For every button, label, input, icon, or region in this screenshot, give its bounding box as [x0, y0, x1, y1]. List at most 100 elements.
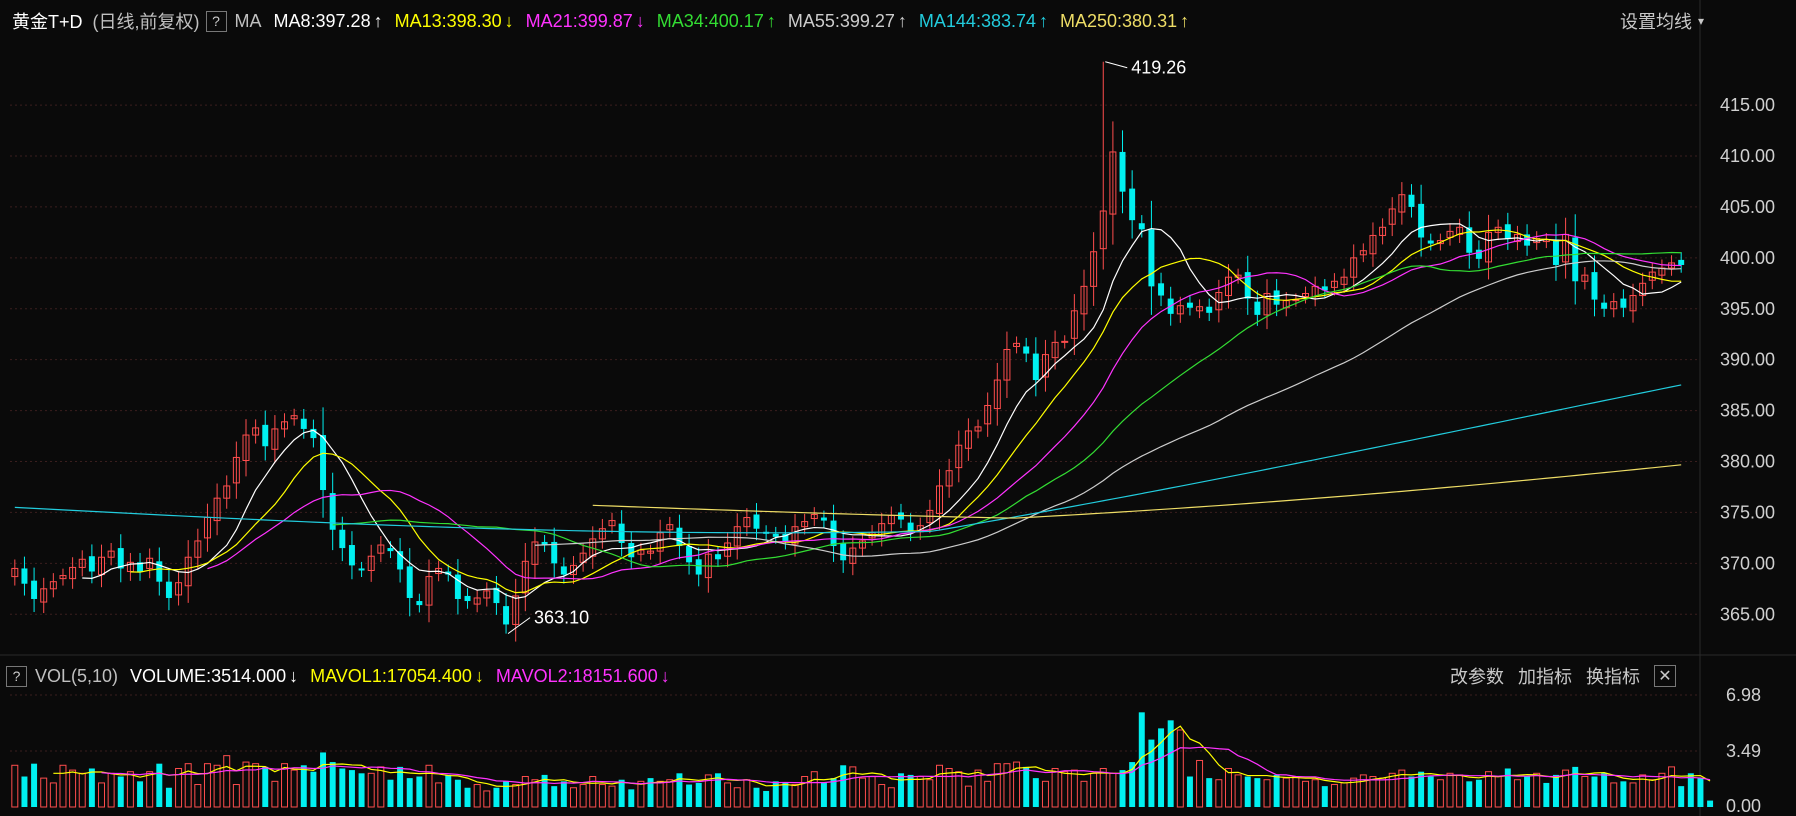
candle-body-down[interactable] [1273, 290, 1280, 305]
volume-bar-up[interactable] [1051, 767, 1059, 808]
volume-bar-up[interactable] [435, 782, 443, 808]
volume-bar-up[interactable] [704, 774, 712, 808]
volume-bar-up[interactable] [473, 784, 481, 808]
volume-bar-up[interactable] [887, 787, 895, 808]
candle-body-up[interactable] [11, 567, 19, 578]
close-icon[interactable]: ✕ [1654, 665, 1676, 687]
volume-bar-up[interactable] [1658, 772, 1666, 808]
candle-body-up[interactable] [1176, 305, 1184, 315]
volume-bar-up[interactable] [1629, 782, 1637, 808]
volume-bar-down[interactable] [300, 765, 307, 807]
volume-bar-up[interactable] [1311, 779, 1319, 808]
candle-body-up[interactable] [1369, 234, 1377, 255]
volume-bar-down[interactable] [454, 779, 461, 807]
volume-bar-down[interactable] [714, 773, 721, 807]
volume-bar-down[interactable] [397, 766, 404, 807]
candle-body-down[interactable] [348, 545, 355, 566]
candle-body-down[interactable] [830, 520, 837, 547]
candle-body-up[interactable] [1485, 231, 1493, 263]
volume-bar-down[interactable] [339, 768, 346, 807]
candle-body-up[interactable] [791, 526, 799, 545]
candle-body-up[interactable] [1090, 251, 1098, 287]
volume-bar-down[interactable] [137, 781, 144, 807]
volume-bar-down[interactable] [907, 774, 914, 807]
volume-bar-up[interactable] [955, 771, 963, 808]
candle-body-up[interactable] [1215, 291, 1223, 311]
candle-body-up[interactable] [964, 430, 972, 449]
volume-bar-up[interactable] [1099, 767, 1107, 808]
candle-body-down[interactable] [464, 595, 471, 602]
volume-bar-down[interactable] [156, 763, 163, 807]
volume-bar-down[interactable] [1119, 770, 1126, 807]
volume-bar-down[interactable] [1504, 768, 1511, 807]
candle-body-down[interactable] [88, 556, 95, 572]
volume-bar-down[interactable] [1321, 786, 1328, 807]
candle-body-down[interactable] [1678, 259, 1685, 265]
volume-bar-up[interactable] [598, 784, 606, 808]
candle-body-up[interactable] [733, 526, 741, 547]
volume-bar-up[interactable] [1513, 779, 1521, 808]
volume-bar-down[interactable] [1167, 720, 1174, 807]
candle-body-up[interactable] [1639, 282, 1647, 297]
volume-bar-down[interactable] [1427, 776, 1434, 807]
volume-bar-down[interactable] [840, 765, 847, 807]
volume-bar-up[interactable] [1292, 776, 1300, 808]
volume-bar-up[interactable] [425, 764, 433, 808]
candle-body-up[interactable] [232, 456, 240, 484]
candle-body-down[interactable] [262, 424, 269, 447]
candle-body-down[interactable] [1158, 283, 1165, 296]
candle-body-up[interactable] [974, 426, 982, 432]
volume-bar-up[interactable] [1070, 769, 1078, 808]
candle-body-down[interactable] [1148, 229, 1155, 287]
volume-bar-down[interactable] [1032, 778, 1039, 807]
volume-bar-down[interactable] [897, 773, 904, 807]
volume-bar-down[interactable] [1273, 774, 1280, 807]
volume-bar-down[interactable] [1408, 776, 1415, 807]
candle-body-up[interactable] [1388, 208, 1396, 225]
volume-bar-down[interactable] [753, 787, 760, 807]
candle-body-down[interactable] [329, 493, 336, 530]
volume-bar-down[interactable] [695, 782, 702, 807]
volume-bar-up[interactable] [281, 763, 289, 808]
candle-body-up[interactable] [377, 544, 385, 554]
volume-bar-down[interactable] [503, 781, 510, 807]
volume-bar-down[interactable] [1158, 728, 1165, 807]
volume-bar-up[interactable] [1215, 779, 1223, 808]
volume-bar-down[interactable] [1601, 773, 1608, 807]
volume-bar-down[interactable] [1466, 781, 1473, 807]
candle-body-up[interactable] [194, 540, 202, 558]
volume-bar-up[interactable] [984, 780, 992, 808]
volume-bar-up[interactable] [801, 776, 809, 808]
volume-bar-down[interactable] [262, 766, 269, 807]
volume-bar-up[interactable] [1379, 777, 1387, 808]
candle-body-up[interactable] [1051, 341, 1059, 359]
volume-bar-up[interactable] [78, 772, 86, 808]
candle-body-down[interactable] [21, 568, 28, 584]
volume-bar-up[interactable] [733, 787, 741, 808]
volume-bar-up[interactable] [916, 776, 924, 808]
candle-body-down[interactable] [907, 522, 914, 532]
volume-bar-up[interactable] [203, 763, 211, 808]
volume-bar-down[interactable] [628, 789, 635, 807]
candlesticks[interactable] [11, 61, 1685, 642]
volume-bar-up[interactable] [1176, 729, 1184, 808]
volume-bar-down[interactable] [1543, 782, 1550, 807]
candle-body-down[interactable] [1254, 301, 1261, 315]
volume-bar-down[interactable] [1620, 781, 1627, 807]
volume-bar-up[interactable] [1494, 776, 1502, 808]
volume-bar-down[interactable] [329, 762, 336, 807]
candle-body-down[interactable] [1186, 302, 1193, 308]
candle-body-up[interactable] [1610, 301, 1618, 310]
candle-body-down[interactable] [618, 523, 625, 543]
candle-body-up[interactable] [1109, 151, 1117, 215]
candle-body-up[interactable] [425, 576, 433, 606]
candle-body-down[interactable] [387, 548, 394, 552]
candle-body-down[interactable] [320, 435, 327, 491]
candle-body-up[interactable] [59, 575, 67, 580]
volume-bar-up[interactable] [743, 779, 751, 808]
volume-bar-down[interactable] [117, 776, 124, 807]
volume-bar-up[interactable] [1224, 767, 1232, 808]
candle-body-up[interactable] [1041, 354, 1049, 378]
candle-body-up[interactable] [223, 485, 231, 499]
volume-bar-down[interactable] [782, 782, 789, 807]
